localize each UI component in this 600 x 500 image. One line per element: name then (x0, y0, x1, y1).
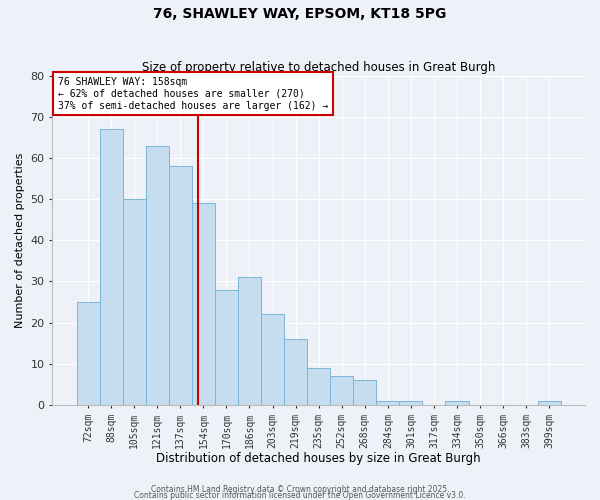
Bar (146, 146, 169, 405)
Bar (376, 401, 400, 405)
Bar (307, 368, 330, 405)
Bar (284, 339, 307, 405)
Bar (100, 129, 122, 405)
Bar (538, 401, 561, 405)
Title: Size of property relative to detached houses in Great Burgh: Size of property relative to detached ho… (142, 62, 496, 74)
Bar (400, 401, 422, 405)
Bar (215, 290, 238, 405)
Text: Contains HM Land Registry data © Crown copyright and database right 2025.: Contains HM Land Registry data © Crown c… (151, 484, 449, 494)
Text: 76 SHAWLEY WAY: 158sqm
← 62% of detached houses are smaller (270)
37% of semi-de: 76 SHAWLEY WAY: 158sqm ← 62% of detached… (58, 78, 328, 110)
Y-axis label: Number of detached properties: Number of detached properties (15, 152, 25, 328)
Text: Contains public sector information licensed under the Open Government Licence v3: Contains public sector information licen… (134, 490, 466, 500)
Text: 76, SHAWLEY WAY, EPSOM, KT18 5PG: 76, SHAWLEY WAY, EPSOM, KT18 5PG (154, 8, 446, 22)
Bar (192, 204, 215, 405)
Bar (122, 199, 146, 405)
Bar (261, 314, 284, 405)
Bar (169, 166, 192, 405)
Bar (238, 278, 261, 405)
Bar (445, 401, 469, 405)
Bar (77, 302, 100, 405)
Bar (353, 380, 376, 405)
X-axis label: Distribution of detached houses by size in Great Burgh: Distribution of detached houses by size … (157, 452, 481, 465)
Bar (330, 376, 353, 405)
